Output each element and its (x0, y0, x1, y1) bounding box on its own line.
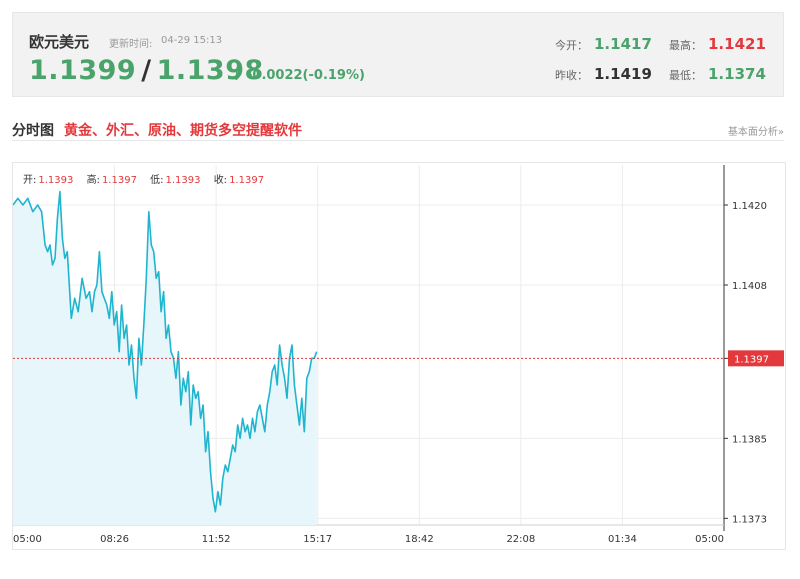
price-separator: / (141, 55, 152, 86)
x-tick-label: 05:00 (695, 534, 724, 545)
series-area (13, 191, 317, 525)
stat-open-value: 1.1417 (594, 35, 652, 53)
x-tick-label: 15:17 (303, 534, 332, 545)
ohlc-high-label: 高: (86, 175, 100, 186)
price-change: -0.0022(-0.19%) (247, 68, 365, 83)
x-tick-label: 18:42 (405, 534, 434, 545)
ohlc-close-label: 收: (213, 175, 228, 186)
currency-pair-name: 欧元美元 (29, 33, 90, 51)
update-time-label: 更新时间: (109, 39, 153, 50)
ohlc-readout: 开: 1.1393 高: 1.1397 低: 1.1393 收: 1.1397 (23, 171, 274, 186)
quote-summary: 欧元美元 更新时间: 04-29 15:13 1.1399/1.1398 ↓ -… (12, 12, 784, 97)
series-line (13, 190, 318, 513)
ohlc-low-value: 1.1393 (165, 175, 201, 186)
y-tick-label: 1.1420 (732, 201, 767, 212)
ohlc-close-value: 1.1397 (229, 175, 265, 186)
x-tick-label: 11:52 (202, 534, 231, 545)
stat-open: 今开： 1.1417 (555, 35, 652, 53)
price-display: 1.1399/1.1398 (29, 55, 264, 86)
stat-low: 最低： 1.1374 (669, 65, 766, 83)
section-title: 分时图 (12, 123, 54, 139)
update-time: 04-29 15:13 (161, 35, 223, 46)
y-tick-label: 1.1408 (732, 281, 767, 292)
stat-low-label: 最低： (669, 69, 702, 82)
stat-prev-close-label: 昨收： (555, 69, 588, 82)
stat-low-value: 1.1374 (708, 65, 766, 83)
stat-high-value: 1.1421 (708, 35, 766, 53)
x-tick-label: 01:34 (608, 534, 637, 545)
stat-prev-close-value: 1.1419 (594, 65, 652, 83)
stat-high: 最高： 1.1421 (669, 35, 766, 53)
stat-prev-close: 昨收： 1.1419 (555, 65, 652, 83)
current-price-label: 1.1397 (734, 354, 769, 365)
x-tick-label: 08:26 (100, 534, 129, 545)
ohlc-high-value: 1.1397 (101, 175, 137, 186)
ohlc-open-value: 1.1393 (38, 175, 74, 186)
bid-price: 1.1399 (29, 55, 137, 86)
stat-open-label: 今开： (555, 39, 588, 52)
section-header: 分时图 黄金、外汇、原油、期货多空提醒软件 基本面分析» (12, 116, 784, 141)
x-tick-label: 05:00 (13, 534, 42, 545)
ask-price: 1.1398 (156, 55, 264, 86)
intraday-chart[interactable]: 1.1420 1.1408 1.1397 1.1385 1.1373 05:00 08:26… (12, 162, 786, 550)
y-tick-label: 1.1373 (732, 514, 767, 525)
ohlc-open-label: 开: (23, 175, 37, 186)
stat-high-label: 最高： (669, 39, 702, 52)
fundamental-analysis-link[interactable]: 基本面分析» (727, 127, 784, 138)
arrow-down-icon: ↓ (231, 69, 242, 84)
current-price-tag (728, 350, 784, 367)
y-tick-label: 1.1385 (732, 434, 767, 445)
ohlc-low-label: 低: (150, 175, 164, 186)
chart-canvas[interactable]: 1.1420 1.1408 1.1397 1.1385 1.1373 05:00 08:26… (13, 163, 785, 549)
x-tick-label: 22:08 (506, 534, 535, 545)
promo-link[interactable]: 黄金、外汇、原油、期货多空提醒软件 (64, 123, 302, 139)
